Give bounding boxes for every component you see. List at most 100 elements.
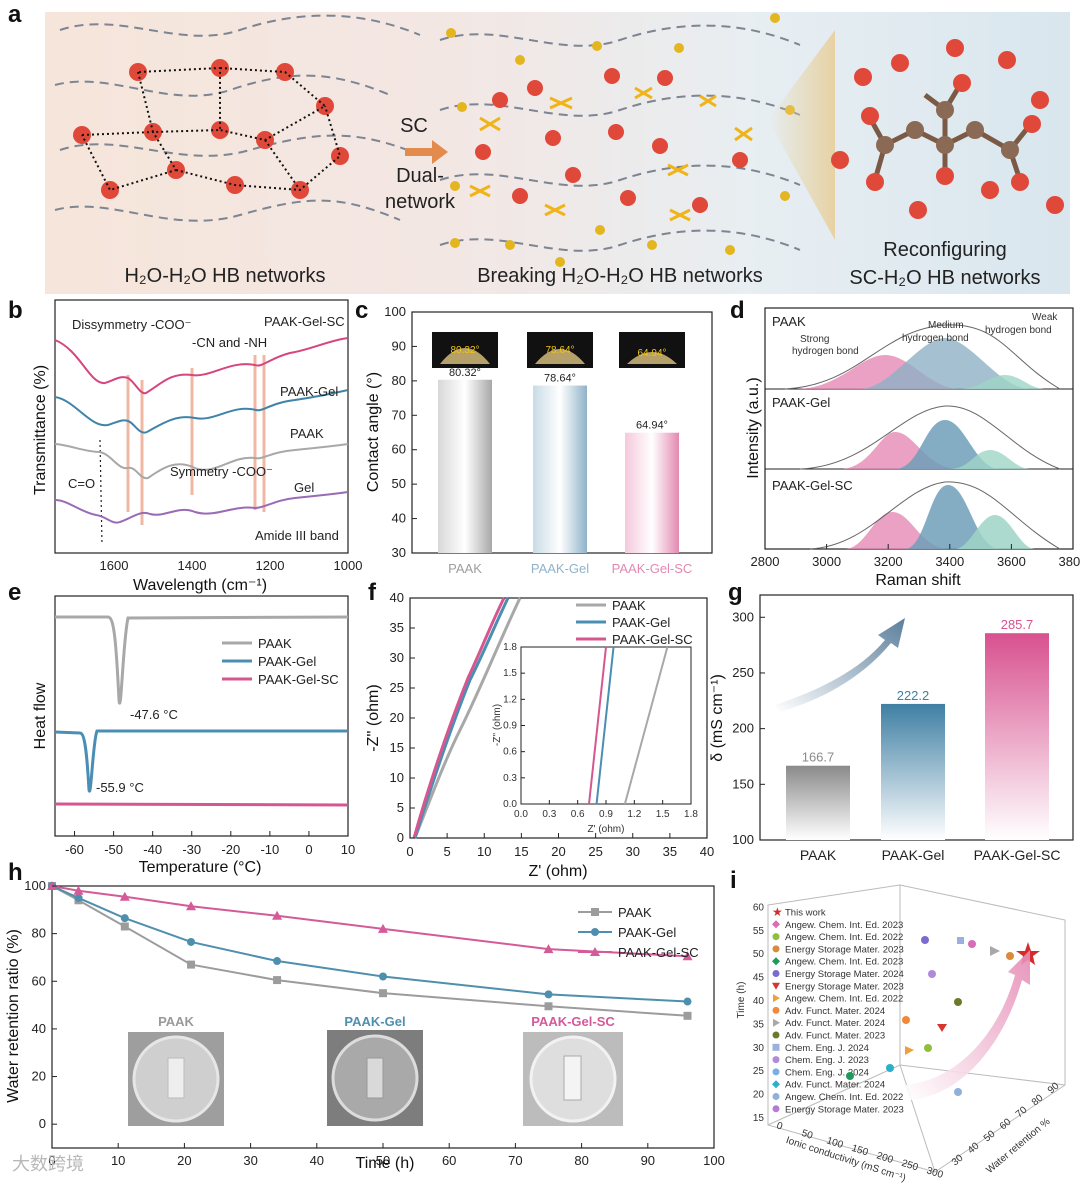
i-legend-marker <box>772 1056 780 1064</box>
i-ztick-label: 50 <box>982 1128 998 1144</box>
e-xtick-label: -60 <box>65 842 84 857</box>
legend-f-paak: PAAK <box>612 598 646 613</box>
i-xtick-label: 0 <box>775 1120 784 1132</box>
panel-h-ticks: 0 10 20 30 40 50 60 70 80 90 100 0 20 40 60 80 100 <box>24 878 725 1168</box>
zoom-cone <box>768 30 835 240</box>
f-ytick-label: 30 <box>390 650 404 665</box>
point-h-paak-gel-sc <box>378 923 388 933</box>
arrow-label-network: network <box>385 191 456 213</box>
i-3d-box <box>767 884 1066 1173</box>
panel-b-guides <box>126 355 266 525</box>
i-ztick-label: 80 <box>1030 1092 1046 1108</box>
i-legend-label: Adv. Funct. Mater. 2023 <box>785 1031 885 1042</box>
i-legend-marker <box>772 1043 780 1051</box>
point-h-paak <box>683 1011 692 1020</box>
panel-d: d PAAK PAAK-Gel PAAK-Gel-SC Strong hydro… <box>730 297 1080 589</box>
bar-paak-gel-sc <box>625 432 679 553</box>
i-ytick-label: 60 <box>753 902 765 913</box>
i-ytick-label: 40 <box>753 996 765 1007</box>
f-inset-ytick-label: 0.6 <box>503 747 517 758</box>
tick-b-1400: 1400 <box>178 558 207 573</box>
i-ztick-label: 30 <box>950 1152 966 1168</box>
point-h-paak-gel <box>74 893 83 902</box>
e-xtick-label: 0 <box>305 842 312 857</box>
point-h-paak-gel-sc <box>543 944 554 954</box>
f-ytick-label: 0 <box>397 830 404 845</box>
g-ytick-label: 100 <box>732 832 754 847</box>
trend-arrow-i <box>905 950 1030 1100</box>
tick-b-1200: 1200 <box>256 558 285 573</box>
h-ytick-label: 40 <box>32 1021 46 1036</box>
d-xlabel: Raman shift <box>875 572 961 589</box>
ann-amide: Amide III band <box>255 528 339 543</box>
panel-label-g: g <box>728 579 743 606</box>
i-legend-label: Energy Storage Mater. 2023 <box>785 981 904 992</box>
h-xtick-label: 80 <box>574 1153 588 1168</box>
h-xtick-label: 100 <box>703 1153 725 1168</box>
series-line-h-paak-gel-sc <box>51 885 688 958</box>
h-legend: PAAK PAAK-Gel PAAK-Gel-SC <box>578 905 699 960</box>
point-h-paak-gel <box>273 957 282 966</box>
trend-arrow-g <box>775 618 905 712</box>
legend-e-paak: PAAK <box>258 636 292 651</box>
i-legend-label: Chem. Eng. J. 2024 <box>785 1043 869 1054</box>
bar-g-value-label: 285.7 <box>1001 617 1034 632</box>
sc-molecule <box>831 39 1064 219</box>
g-ytick-label: 200 <box>732 721 754 736</box>
i-points <box>846 936 1040 1096</box>
i-legend-marker <box>772 982 780 990</box>
panel-label-e: e <box>8 579 21 606</box>
d-xtick-label: 2800 <box>751 554 780 569</box>
i-xtick-label: 300 <box>925 1165 945 1181</box>
h-ytick-label: 60 <box>32 973 46 988</box>
series-line-e-paak-gel-sc <box>54 802 349 807</box>
legend-h-paak-gel: PAAK-Gel <box>618 925 676 940</box>
c-ytick-label: 50 <box>392 476 406 491</box>
b-xlabel: Wavelength (cm⁻¹) <box>133 577 267 594</box>
point-h-paak-gel <box>544 990 553 999</box>
bar-g-value-label: 222.2 <box>897 688 930 703</box>
f-ytick-label: 15 <box>390 740 404 755</box>
point-h-paak-gel-sc <box>272 910 283 920</box>
d-ann-medium-2: hydrogen bond <box>902 333 969 344</box>
e-xlabel: Temperature (°C) <box>139 859 262 876</box>
watermark: 大数跨境 <box>12 1154 84 1175</box>
g-category-label: PAAK-Gel <box>882 847 945 863</box>
f-inset-ytick-label: 1.5 <box>503 668 517 679</box>
legend-f-paak-gel-sc: PAAK-Gel-SC <box>612 632 693 647</box>
panel-label-h: h <box>8 859 23 886</box>
h-ylabel: Water retention ratio (%) <box>5 929 22 1103</box>
legend-e-paak-gel: PAAK-Gel <box>258 654 316 669</box>
e-xtick-label: -50 <box>104 842 123 857</box>
c-ytick-label: 40 <box>392 511 406 526</box>
i-legend-label: Energy Storage Mater. 2023 <box>785 944 904 955</box>
f-inset-xtick-label: 1.5 <box>656 809 670 820</box>
point-h-paak-gel <box>187 937 196 946</box>
i-legend-marker <box>772 1006 780 1014</box>
i-legend-label: Adv. Funct. Mater. 2024 <box>785 1080 885 1091</box>
h-ytick-label: 100 <box>24 878 46 893</box>
i-legend-label: Angew. Chem. Int. Ed. 2023 <box>785 957 903 968</box>
i-ylabel: Time (h) <box>736 982 747 1019</box>
bar-value-label: 78.64° <box>544 373 576 385</box>
e-xtick-label: -10 <box>260 842 279 857</box>
i-legend-marker <box>773 1018 780 1027</box>
panel-c-bars: 80.32° PAAK 78.64° PAAK-Gel 64.94° PAAK-Gel-S… <box>438 367 692 576</box>
scissors-marks <box>469 86 753 222</box>
h-ytick-label: 0 <box>39 1116 46 1131</box>
point-h-paak-gel <box>120 914 129 923</box>
h-xtick-label: 0 <box>48 1153 55 1168</box>
polymer-chains <box>54 14 801 252</box>
hb-network-left <box>81 66 342 192</box>
h-xtick-label: 50 <box>376 1153 390 1168</box>
point-h-paak-gel <box>683 997 692 1006</box>
series-line-e-paak <box>55 615 349 705</box>
g-ytick-label: 250 <box>732 665 754 680</box>
f-ytick-label: 20 <box>390 710 404 725</box>
inset-label-paak-gel: 78.64° <box>545 345 574 356</box>
f-inset-xtick-label: 1.2 <box>627 809 641 820</box>
i-legend-marker <box>772 920 780 929</box>
f-inset-line-paak-gel <box>595 646 615 805</box>
f-inset-xtick-label: 0.0 <box>514 809 528 820</box>
